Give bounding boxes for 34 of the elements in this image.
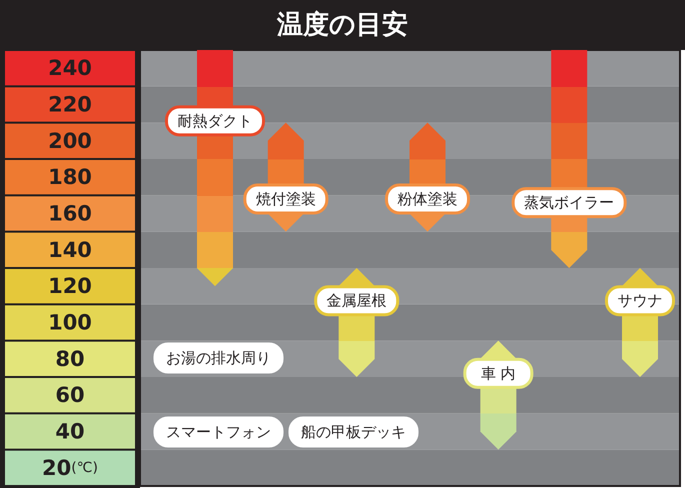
label-box: 粉体塗装 [385,183,470,214]
chart-title: 温度の目安 [276,10,408,40]
label-box: 金属屋根 [314,285,400,316]
y-tick-label: 20(℃) [42,456,98,480]
x-tick-label: 蒸気ボイラー [524,194,614,212]
y-tick-label: 120 [48,274,92,298]
y-tick-label: 240 [48,56,92,80]
y-tick-label: 60 [55,383,85,408]
x-tick-label: 焼付塗装 [256,190,316,208]
y-tick-label: 180 [48,165,92,190]
annotation: スマートフォン [166,423,271,441]
label-box: サウナ [605,285,675,316]
label-box: 蒸気ボイラー [512,187,627,218]
y-tick-label: 220 [48,92,92,116]
y-tick-label: 80 [55,346,85,371]
label-box: 車 内 [463,358,534,389]
annotation: お湯の排水周り [166,349,271,367]
temperature-scale: 20(℃) 40 60 80 100 120 140 160 180 200 220 240 [5,51,135,485]
annotation: 船の甲板デッキ [301,423,406,441]
y-tick-label: 140 [48,238,92,262]
y-tick-label: 40 [55,420,85,444]
label-box: 耐熱ダクト [165,105,265,136]
label-box: 焼付塗装 [243,183,328,214]
x-tick-label: 金属屋根 [326,292,387,310]
y-tick-label: 200 [48,128,92,153]
y-tick-label: 160 [48,202,92,226]
x-tick-label: 車 内 [480,364,516,382]
y-tick-label: 100 [48,310,92,334]
x-tick-label: 耐熱ダクト [178,112,252,130]
label-box: 船の甲板デッキ [288,416,418,448]
label-box: お湯の排水周り [154,342,284,374]
label-box: スマートフォン [154,416,284,448]
x-tick-label: 粉体塗装 [398,190,458,208]
x-tick-label: サウナ [618,292,662,310]
